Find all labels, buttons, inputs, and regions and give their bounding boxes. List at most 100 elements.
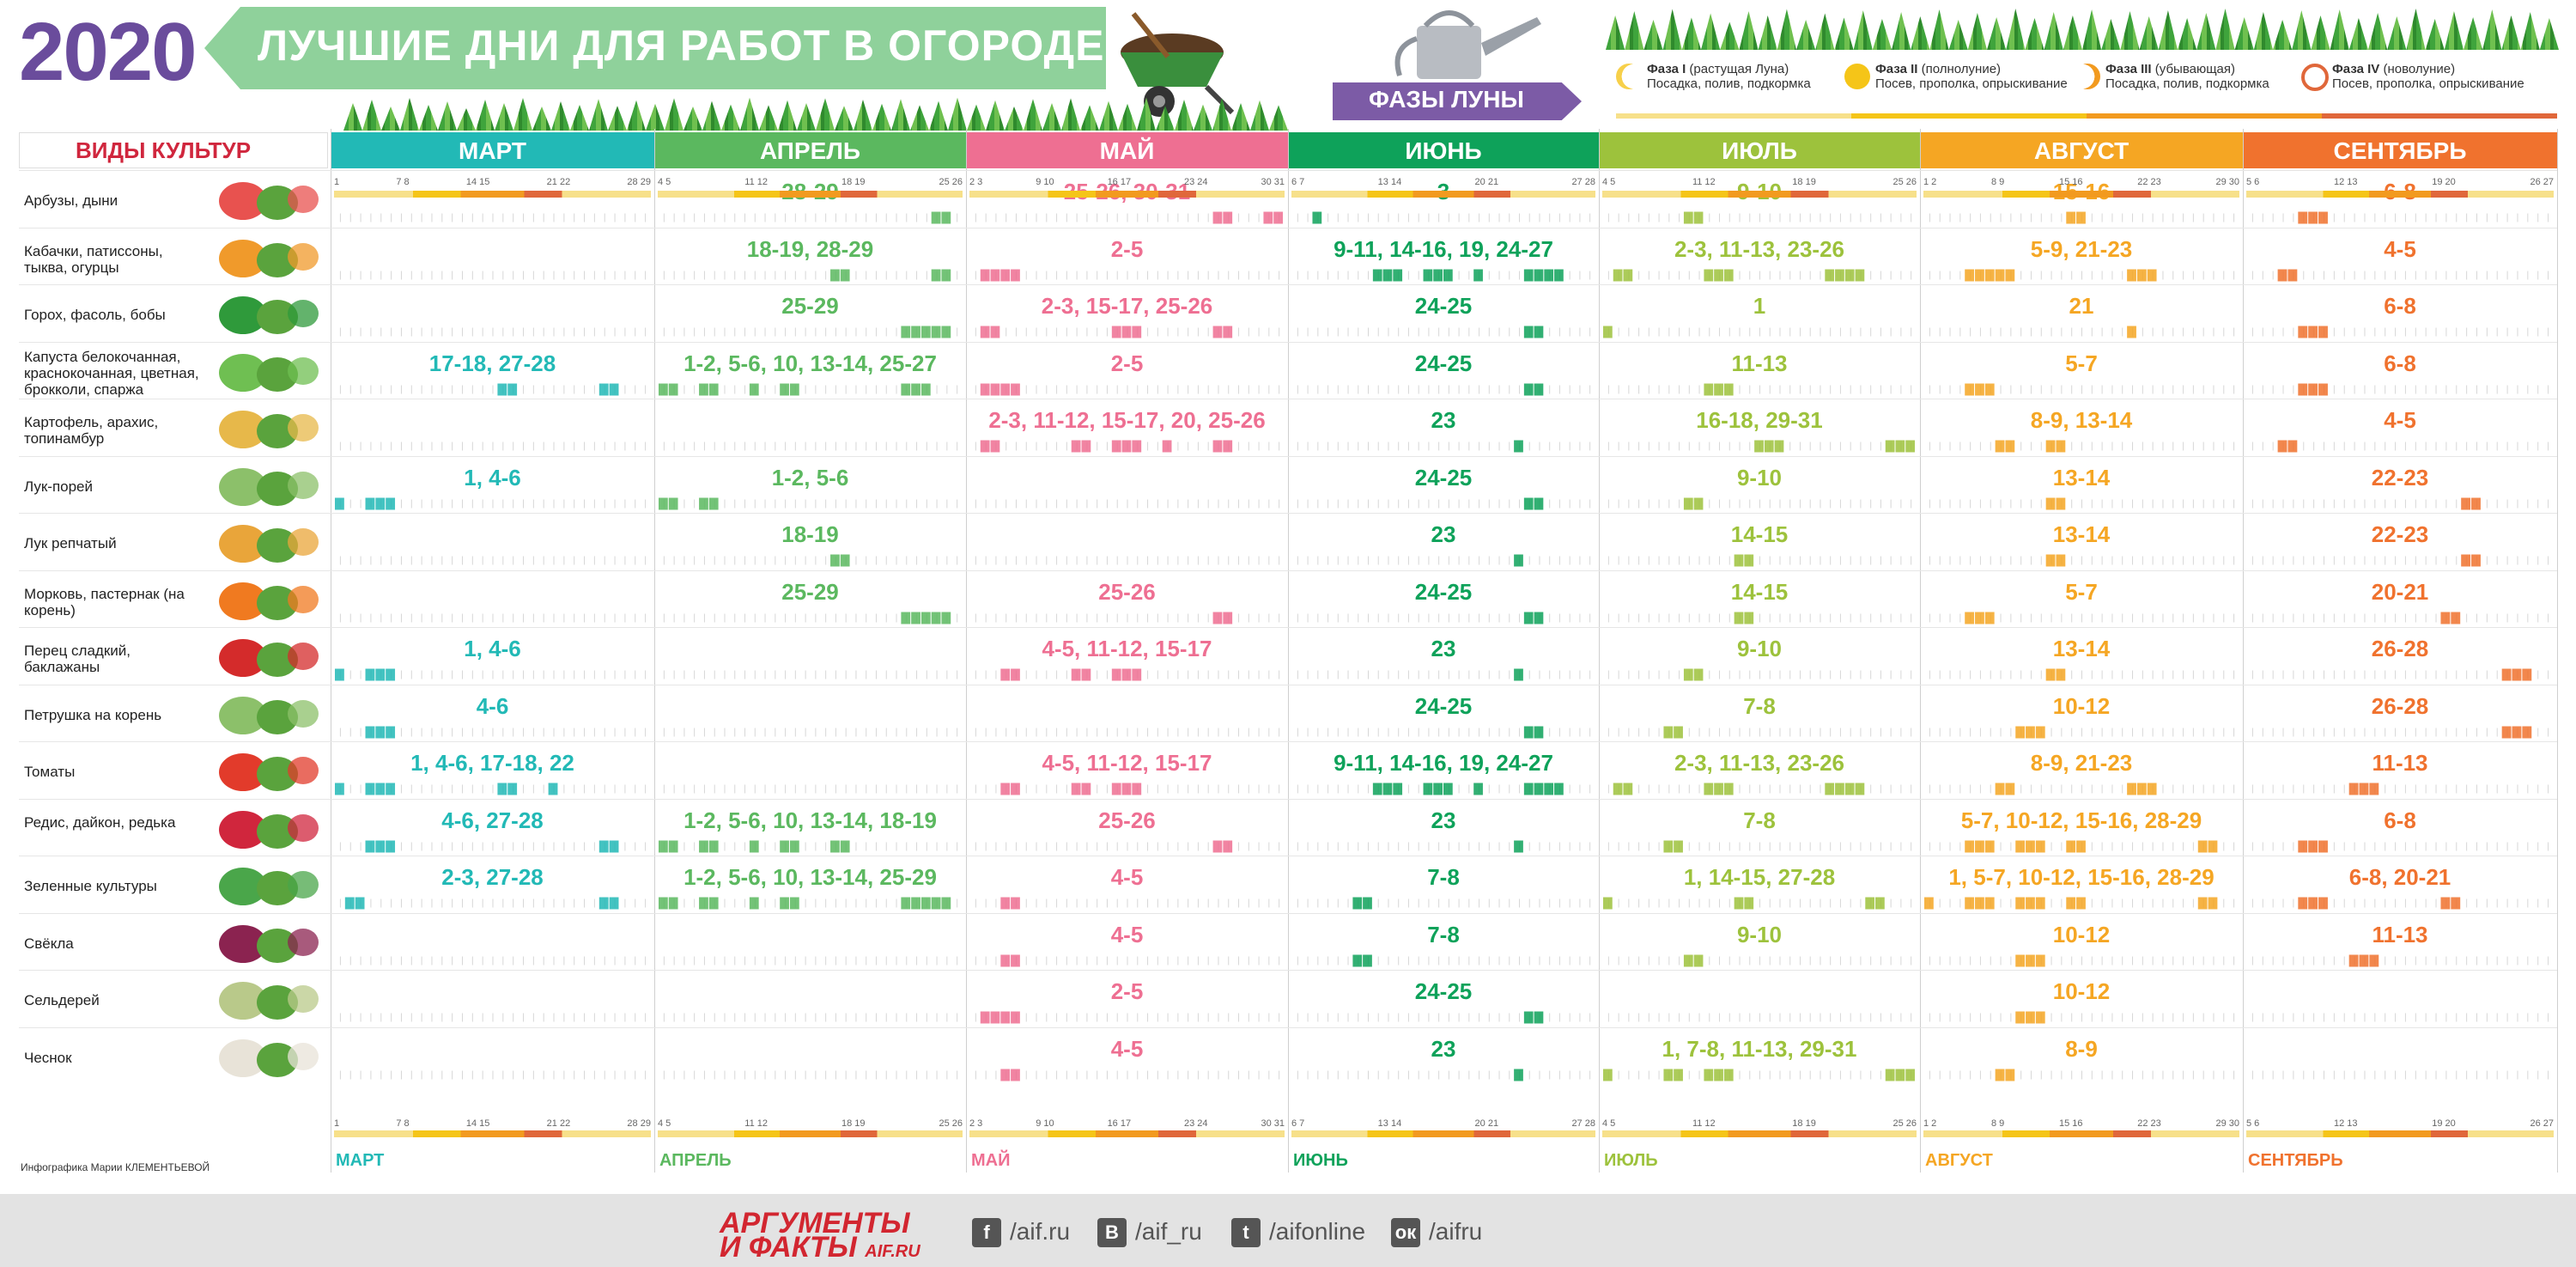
day-tick (2313, 1070, 2315, 1079)
social-handle[interactable]: /aifru (1429, 1218, 1483, 1245)
day-tick (1127, 213, 1128, 222)
day-tick (370, 898, 372, 908)
favorable-day-mark (2471, 554, 2481, 567)
day-tick (1959, 956, 1961, 965)
day-tick (645, 213, 647, 222)
favorable-days-label: 6-8 (2384, 350, 2416, 376)
day-cell (975, 326, 1280, 338)
day-tick (2303, 728, 2305, 736)
day-tick (855, 327, 857, 337)
tick-label: 1 (334, 177, 340, 187)
day-tick (1488, 898, 1490, 908)
day-tick (2435, 784, 2437, 794)
day-tick (1297, 556, 1298, 565)
day-tick (1177, 613, 1179, 622)
day-tick (1830, 613, 1832, 622)
day-tick (339, 327, 341, 337)
day-tick (995, 613, 997, 622)
parsley-root-icon (219, 696, 319, 734)
day-tick (1900, 956, 1902, 965)
day-tick (1106, 327, 1108, 337)
day-tick (523, 670, 525, 679)
day-tick (1628, 442, 1630, 451)
day-tick (754, 1013, 756, 1022)
day-tick (1789, 1070, 1791, 1079)
day-tick (1317, 784, 1319, 794)
day-tick (1066, 728, 1067, 736)
day-tick (1307, 784, 1309, 794)
day-tick (1519, 385, 1520, 393)
day-tick (2506, 1013, 2508, 1022)
social-handle[interactable]: /aif.ru (1010, 1218, 1071, 1245)
day-cell (1603, 326, 1912, 338)
twitter-icon[interactable]: t (1231, 1218, 1261, 1247)
day-cell (1607, 440, 1915, 453)
day-tick (2456, 327, 2458, 337)
day-tick (1809, 784, 1811, 794)
tick-label: 19 20 (2432, 177, 2456, 187)
day-tick (663, 213, 665, 222)
day-tick (805, 784, 806, 794)
day-tick (2486, 784, 2488, 794)
day-tick (1528, 556, 1530, 565)
day-tick (2527, 499, 2529, 508)
day-cell (1607, 726, 1912, 738)
day-tick (1990, 784, 1991, 794)
favorable-day-mark (1393, 269, 1403, 281)
favorable-days-label: 21 (2069, 293, 2094, 319)
day-tick (724, 784, 726, 794)
day-tick (2548, 1013, 2549, 1022)
day-tick (1728, 842, 1730, 850)
day-tick (1850, 556, 1851, 565)
day-tick (1197, 327, 1199, 337)
social-handle[interactable]: /aif_ru (1135, 1218, 1202, 1245)
day-tick (1498, 1013, 1500, 1022)
day-tick (523, 271, 525, 279)
day-tick (875, 442, 877, 451)
day-tick (1979, 327, 1981, 337)
day-tick (2233, 842, 2235, 850)
tick-label: 29 30 (2215, 1118, 2239, 1129)
day-tick (339, 956, 341, 965)
day-tick (502, 842, 504, 850)
day-tick (985, 613, 987, 622)
social-handle[interactable]: /aifonline (1269, 1218, 1366, 1245)
day-cell (975, 612, 1280, 624)
day-tick (1086, 1013, 1088, 1022)
day-tick (1728, 327, 1730, 337)
day-tick (2404, 442, 2406, 451)
favorable-day-mark (659, 840, 668, 852)
day-tick (1830, 556, 1832, 565)
day-tick (975, 842, 976, 850)
day-tick (1870, 728, 1872, 736)
day-tick (835, 1070, 836, 1079)
favorable-days-label: 2-3, 11-12, 15-17, 20, 25-26 (988, 407, 1266, 433)
day-tick (1809, 728, 1811, 736)
day-tick (400, 556, 402, 565)
day-tick (2415, 213, 2416, 222)
day-tick (1949, 327, 1951, 337)
day-tick (1769, 499, 1771, 508)
favorable-day-mark (2308, 211, 2318, 224)
odnoklassniki-icon[interactable]: ок (1391, 1218, 1420, 1247)
favorable-day-mark (598, 897, 609, 910)
day-tick (1789, 499, 1791, 508)
vk-icon[interactable]: В (1097, 1218, 1127, 1247)
day-tick (1939, 213, 1941, 222)
day-tick (2081, 956, 2082, 965)
day-tick (1197, 1070, 1199, 1079)
day-tick (2251, 442, 2253, 451)
day-tick (2364, 728, 2366, 736)
day-tick (1759, 499, 1760, 508)
day-tick (1870, 613, 1872, 622)
day-tick (2435, 556, 2437, 565)
day-cell (1297, 840, 1591, 852)
favorable-day-mark (1523, 783, 1534, 795)
day-tick (2040, 670, 2042, 679)
day-tick (1939, 670, 1941, 679)
facebook-icon[interactable]: f (972, 1218, 1001, 1247)
day-tick (764, 1013, 766, 1022)
day-tick (1438, 898, 1440, 908)
day-tick (1668, 784, 1670, 794)
day-tick (1769, 385, 1771, 393)
